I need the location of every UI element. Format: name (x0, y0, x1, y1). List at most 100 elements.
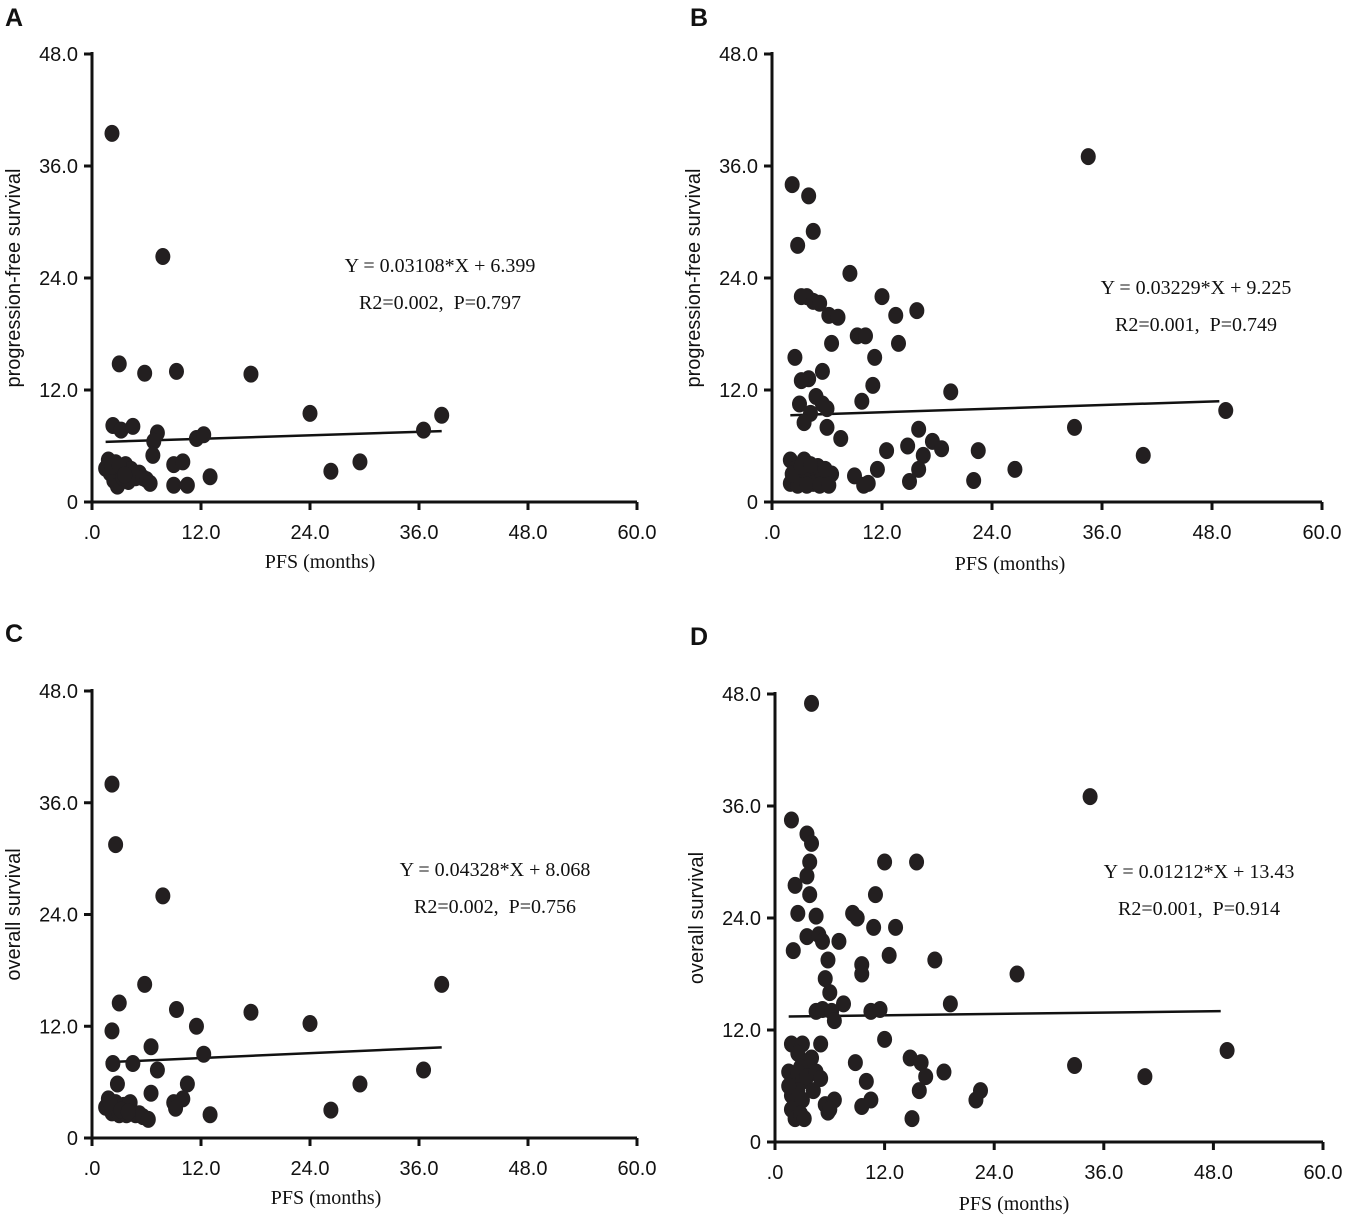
x-tick-label: .0 (84, 522, 101, 544)
data-point (913, 1054, 929, 1072)
data-point (802, 853, 818, 871)
data-point (833, 430, 849, 448)
panel-b: B .0 12.0 24.0 36.0 48.0 60.0 0 12.0 24.0 36.0 48.0… (683, 4, 1341, 575)
data-point (352, 453, 368, 471)
data-point (904, 1110, 920, 1128)
regression-line (105, 429, 442, 444)
data-point (137, 975, 153, 993)
data-point (143, 1038, 159, 1056)
data-point (168, 1099, 184, 1117)
data-point (796, 1110, 812, 1128)
y-tick-label: 12.0 (39, 1016, 78, 1038)
data-point (155, 248, 171, 266)
data-point (918, 1068, 934, 1086)
data-point (968, 1091, 984, 1109)
x-axis-title: PFS (months) (955, 553, 1066, 575)
y-tick-label: 36.0 (39, 156, 78, 178)
x-tick-label: 12.0 (182, 522, 221, 544)
regression-line (790, 399, 1220, 417)
x-tick-label: 24.0 (291, 1158, 330, 1180)
data-point (102, 1094, 118, 1112)
data-point (416, 1061, 432, 1079)
data-point (111, 355, 127, 373)
data-point (854, 965, 870, 983)
x-tick-label: 36.0 (400, 522, 439, 544)
x-tick-label: 48.0 (509, 1158, 548, 1180)
data-point (104, 1022, 120, 1040)
x-tick-label: 12.0 (863, 522, 902, 544)
x-tick-label: 48.0 (1194, 1162, 1233, 1184)
data-point (179, 476, 195, 494)
data-point (1067, 1056, 1083, 1074)
data-point (146, 432, 162, 450)
regression-stats: R2=0.002, P=0.756 (414, 896, 576, 918)
y-axis-title: overall survival (686, 852, 708, 984)
data-point (166, 476, 182, 494)
data-point (243, 1003, 259, 1021)
panel-letter: D (690, 623, 708, 651)
data-point (909, 302, 925, 320)
y-axis-title: overall survival (3, 848, 25, 980)
data-point (1135, 446, 1151, 464)
data-point (434, 406, 450, 424)
data-point (142, 474, 158, 492)
data-point (783, 811, 799, 829)
data-point (858, 327, 873, 345)
data-point (814, 362, 830, 380)
data-point (966, 472, 982, 490)
data-point (302, 404, 318, 422)
data-point (826, 1012, 842, 1030)
data-point (120, 1103, 136, 1121)
x-tick-label: .0 (767, 1162, 784, 1184)
data-point (790, 236, 806, 254)
data-point (799, 476, 815, 494)
y-tick-label: 0 (67, 1128, 78, 1150)
data-point (155, 887, 171, 905)
data-point (830, 308, 846, 326)
panel-c: C .0 12.0 24.0 36.0 48.0 60.0 0 12.0 24.0 36.0 48.0… (3, 620, 656, 1209)
y-tick-label: 36.0 (722, 796, 761, 818)
data-point (168, 362, 184, 380)
regression-equation: Y = 0.03229*X + 9.225 (1101, 277, 1292, 299)
panel-letter: C (5, 620, 23, 648)
data-point (911, 1082, 927, 1100)
data-point (787, 876, 803, 894)
data-point (866, 918, 882, 936)
x-tick-label: 60.0 (1304, 1162, 1343, 1184)
x-axis-title: PFS (months) (959, 1193, 1070, 1215)
data-point (804, 834, 820, 852)
data-point (915, 446, 931, 464)
data-point (1067, 418, 1082, 436)
data-point (824, 334, 840, 352)
data-point (813, 1070, 829, 1088)
data-point (1082, 788, 1098, 806)
regression-stats: R2=0.001, P=0.914 (1118, 898, 1280, 920)
data-point (149, 1061, 165, 1079)
data-point (352, 1075, 368, 1093)
regression-line (105, 1046, 442, 1064)
x-tick-label: 24.0 (291, 522, 330, 544)
x-axis-title: PFS (months) (271, 1187, 382, 1209)
data-point (911, 460, 927, 478)
data-point (872, 1000, 888, 1018)
data-point (302, 1014, 318, 1032)
data-point (802, 886, 818, 904)
regression-line (788, 1009, 1221, 1018)
data-point (787, 348, 803, 366)
data-point (105, 1055, 121, 1072)
data-point (125, 1055, 141, 1072)
data-point (849, 909, 865, 927)
data-point (821, 476, 837, 494)
y-tick-label: 48.0 (39, 681, 78, 703)
data-point (858, 1072, 874, 1090)
y-tick-label: 24.0 (719, 268, 758, 290)
data-point (416, 421, 432, 439)
x-axis-title: PFS (months) (265, 551, 376, 573)
data-point (881, 946, 897, 964)
panel-letter: A (5, 4, 23, 32)
data-point (108, 836, 124, 854)
data-point (902, 472, 917, 490)
data-point (900, 437, 916, 455)
data-point (874, 288, 890, 306)
